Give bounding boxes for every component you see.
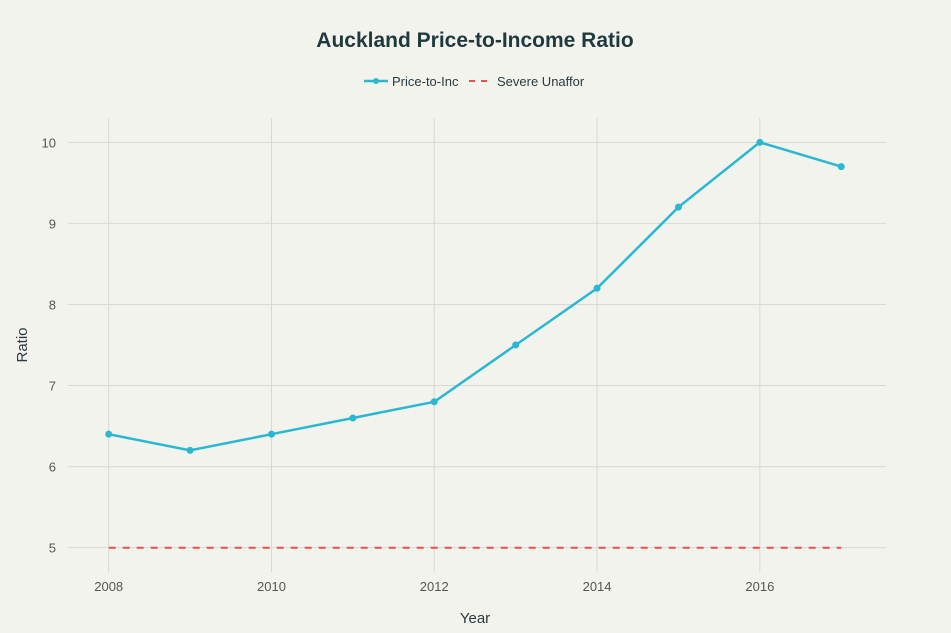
- data-point[interactable]: [512, 341, 520, 349]
- data-point[interactable]: [267, 430, 275, 438]
- legend-label-price: Price-to-Inc: [392, 74, 459, 89]
- x-tick-label: 2010: [257, 579, 286, 594]
- x-tick-label: 2014: [583, 579, 612, 594]
- y-axis-label: Ratio: [14, 327, 31, 362]
- y-tick-label: 7: [49, 379, 56, 394]
- data-point[interactable]: [674, 203, 682, 211]
- data-point[interactable]: [186, 446, 194, 454]
- data-point[interactable]: [837, 163, 845, 171]
- data-point[interactable]: [349, 414, 357, 422]
- legend-label-severe: Severe Unaffor: [497, 74, 585, 89]
- data-point[interactable]: [430, 398, 438, 406]
- legend: Price-to-Inc Severe Unaffor: [364, 74, 585, 89]
- y-tick-label: 6: [49, 460, 56, 475]
- x-tick-label: 2016: [745, 579, 774, 594]
- data-point[interactable]: [593, 284, 601, 292]
- y-tick-label: 9: [49, 216, 56, 231]
- y-tick-label: 10: [42, 135, 56, 150]
- y-tick-label: 5: [49, 541, 56, 556]
- x-axis-label: Year: [460, 610, 490, 627]
- legend-marker-price: [373, 78, 379, 84]
- data-point[interactable]: [105, 430, 113, 438]
- x-tick-label: 2012: [420, 579, 449, 594]
- y-tick-label: 8: [49, 297, 56, 312]
- data-point[interactable]: [756, 138, 764, 146]
- x-tick-label: 2008: [94, 579, 123, 594]
- chart-title: Auckland Price-to-Income Ratio: [316, 29, 633, 52]
- series-line-0: [108, 140, 842, 452]
